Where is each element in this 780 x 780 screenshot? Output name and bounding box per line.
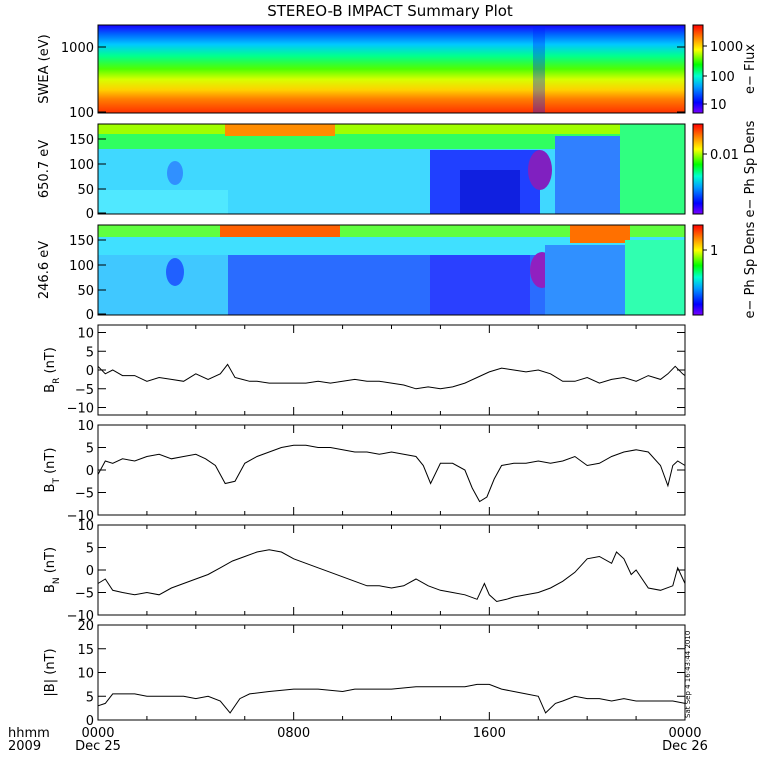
- x-tick-label: 0000: [81, 726, 114, 741]
- pad-650-ytick-label: 150: [69, 133, 94, 148]
- swea-spectrogram: [98, 25, 685, 113]
- series-line: [97, 683, 686, 714]
- panel-frame: [97, 324, 686, 416]
- x-tick-label: 0000: [668, 726, 701, 741]
- pad-650-background: [98, 124, 685, 214]
- ytick-label: 10: [77, 327, 94, 342]
- pad-246-background: [98, 225, 685, 315]
- panel-br: 10 5 0 −5 −10 BR (nT): [43, 324, 686, 417]
- pad-246-colorbar: [692, 224, 704, 316]
- x-tick-label: 0800: [277, 726, 310, 741]
- pad-246-ytick-label: 100: [69, 259, 94, 274]
- ytick-label: −5: [75, 587, 94, 602]
- panel-650ev: 150 100 50 0 650.7 eV 0.01 e− Ph Sp Dens: [37, 120, 758, 222]
- ytick-label: 5: [86, 690, 94, 705]
- ytick-label: 10: [77, 667, 94, 682]
- pad-246-ytick-label: 150: [69, 234, 94, 249]
- ytick-label: 0: [86, 464, 94, 479]
- series-line: [97, 549, 686, 603]
- panel-ylabel: |B| (nT): [43, 648, 58, 696]
- pad-246-ytick-label: 0: [86, 308, 94, 323]
- series-line: [97, 363, 686, 390]
- swea-yticks: 1000 100: [61, 41, 685, 121]
- pad-246-ylabel: 246.6 eV: [37, 241, 52, 299]
- panel-ylabel: BR (nT): [43, 347, 62, 393]
- pad-650-ytick-label: 50: [77, 183, 94, 198]
- panel-bn: 10 5 0 −5 −10 BN (nT): [43, 519, 686, 624]
- panel-swea: 1000 100 SWEA (eV) 1000 100 10 e− Flux: [37, 24, 758, 121]
- panel-frame: [97, 524, 686, 616]
- pad-246-yticks: 150 100 50 0: [69, 234, 106, 323]
- pad-246-cb-tick-label: 1: [710, 244, 718, 259]
- panel-246ev: 150 100 50 0 246.6 eV 1 e− Ph Sp Dens: [37, 221, 758, 323]
- pad-246-ytick-label: 50: [77, 284, 94, 299]
- ytick-label: −10: [67, 402, 94, 417]
- pad-650-ylabel: 650.7 eV: [37, 140, 52, 198]
- swea-cb-label: e− Flux: [743, 44, 758, 94]
- swea-ylabel: SWEA (eV): [37, 34, 52, 103]
- x-axis-row-label: 2009: [8, 739, 41, 754]
- pad-650-cb-tick-label: 0.01: [710, 148, 739, 163]
- ytick-label: 5: [86, 345, 94, 360]
- panel-ylabel: BN (nT): [43, 547, 62, 593]
- panel-bmag: 20 15 10 5 0 |B| (nT): [43, 619, 686, 729]
- ytick-label: 0: [86, 364, 94, 379]
- ytick-label: −10: [67, 509, 94, 524]
- ytick-label: 10: [77, 519, 94, 534]
- swea-cb-tick-label: 10: [710, 98, 727, 113]
- ytick-label: 5: [86, 442, 94, 457]
- panel-ylabel: BT (nT): [43, 448, 62, 493]
- x-axis-row-label: hhmm: [8, 726, 50, 741]
- x-tick-label: 1600: [473, 726, 506, 741]
- panel-frame: [97, 424, 686, 516]
- ytick-label: −5: [75, 487, 94, 502]
- ytick-label: 5: [86, 542, 94, 557]
- panel-bt: 10 5 0 −5 −10 BT (nT): [43, 419, 686, 524]
- x-tick-sublabel: Dec 26: [662, 739, 708, 754]
- swea-cb-tick-label: 100: [710, 70, 735, 85]
- swea-data-gap: [533, 25, 545, 113]
- swea-ytick-label: 100: [69, 106, 94, 121]
- plot-title: STEREO-B IMPACT Summary Plot: [267, 2, 513, 20]
- ytick-label: 10: [77, 419, 94, 434]
- pad-650-yticks: 150 100 50 0: [69, 133, 106, 222]
- ytick-label: 20: [77, 619, 94, 634]
- ytick-label: 0: [86, 564, 94, 579]
- x-tick-sublabel: Dec 25: [75, 739, 121, 754]
- pad-246-cb-label: e− Ph Sp Dens: [743, 221, 758, 318]
- swea-cb-tick-label: 1000: [710, 40, 743, 55]
- panel-frame: [97, 624, 686, 721]
- pad-650-colorbar: [692, 123, 704, 215]
- ytick-label: 15: [77, 643, 94, 658]
- ytick-label: −5: [75, 383, 94, 398]
- series-line: [97, 444, 686, 503]
- timestamp: Sat Sep 4 16:43:44 2010: [684, 631, 692, 718]
- swea-ytick-label: 1000: [61, 41, 94, 56]
- ytick-label: −10: [67, 609, 94, 624]
- pad-650-ytick-label: 100: [69, 158, 94, 173]
- ytick-label: 0: [86, 714, 94, 729]
- swea-colorbar: [692, 24, 704, 114]
- pad-650-cb-label: e− Ph Sp Dens: [743, 120, 758, 217]
- pad-650-ytick-label: 0: [86, 207, 94, 222]
